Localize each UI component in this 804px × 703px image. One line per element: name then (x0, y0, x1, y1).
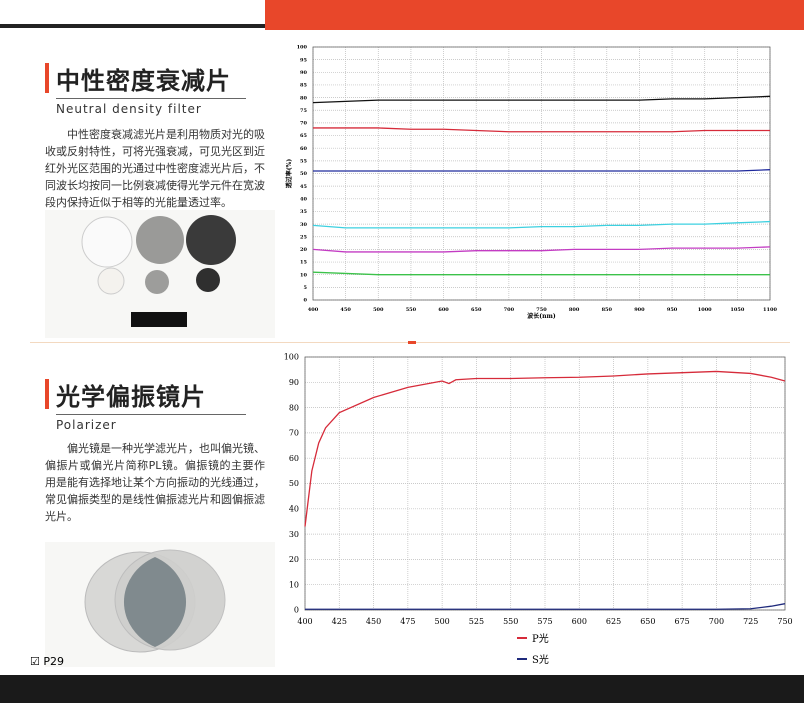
x-tick-label: 500 (435, 617, 450, 626)
x-tick-label: 1050 (730, 307, 744, 313)
y-tick-label: 25 (300, 234, 307, 240)
legend-label: P光 (532, 632, 549, 645)
series-line (312, 220, 771, 229)
y-tick-label: 95 (300, 57, 307, 63)
y-tick-label: 40 (289, 504, 299, 513)
y-tick-label: 80 (289, 403, 299, 412)
series-line (313, 127, 770, 133)
y-tick-label: 30 (300, 222, 307, 228)
x-tick-label: 400 (308, 307, 319, 313)
x-tick-label: 525 (469, 617, 484, 626)
plot-frame (304, 356, 786, 611)
top-line (0, 24, 265, 28)
bottom-band (0, 675, 804, 703)
accent (45, 379, 49, 409)
x-tick-label: 700 (709, 617, 724, 626)
x-tick-label: 425 (332, 617, 347, 626)
x-tick-label: 900 (634, 307, 645, 313)
series-line (312, 246, 771, 253)
series-line (312, 271, 770, 276)
filter-photo (45, 210, 275, 338)
y-tick-label: 5 (304, 285, 308, 291)
y-tick-label: 50 (289, 479, 299, 488)
x-tick-label: 600 (572, 617, 587, 626)
y-tick-label: 35 (300, 209, 307, 215)
x-tick-label: 400 (297, 617, 312, 626)
x-tick-label: 750 (536, 307, 547, 313)
x-tick-label: 950 (667, 307, 678, 313)
y-axis-label: 透过率(%) (285, 159, 293, 189)
y-tick-label: 20 (289, 555, 299, 564)
section-subtitle: Neutral density filter (56, 98, 246, 116)
x-tick-label: 575 (537, 617, 552, 626)
divider-mark (408, 341, 416, 344)
x-tick-label: 1000 (698, 307, 712, 313)
x-tick-label: 700 (504, 307, 515, 313)
x-tick-label: 850 (602, 307, 613, 313)
x-tick-label: 625 (606, 617, 621, 626)
x-tick-label: 450 (340, 307, 351, 313)
y-tick-label: 0 (294, 606, 299, 615)
x-tick-label: 1100 (763, 307, 777, 313)
y-tick-label: 55 (300, 159, 307, 165)
y-tick-label: 100 (297, 45, 308, 51)
x-tick-label: 675 (675, 617, 690, 626)
y-tick-label: 45 (300, 184, 307, 190)
page-number: ☑ P29 (30, 655, 64, 668)
section-title: 中性密度衰减片 (56, 67, 231, 95)
series-line (305, 603, 786, 610)
y-tick-label: 85 (300, 83, 307, 89)
y-tick-label: 70 (289, 429, 299, 438)
x-tick-label: 600 (438, 307, 449, 313)
y-tick-label: 75 (300, 108, 307, 114)
x-tick-label: 550 (406, 307, 417, 313)
y-tick-label: 10 (289, 580, 299, 589)
y-tick-label: 60 (289, 454, 299, 463)
polarizer-photo (45, 542, 275, 667)
y-tick-label: 60 (300, 146, 307, 152)
y-tick-label: 80 (300, 95, 307, 101)
section-subtitle: Polarizer (56, 414, 246, 432)
legend-label: S光 (532, 653, 549, 666)
section-title: 光学偏振镜片 (56, 383, 206, 411)
x-tick-label: 750 (777, 617, 792, 626)
y-tick-label: 65 (300, 133, 307, 139)
y-tick-label: 90 (289, 378, 299, 387)
top-band (265, 0, 804, 30)
y-tick-label: 20 (300, 247, 307, 253)
x-tick-label: 475 (400, 617, 415, 626)
x-tick-label: 450 (366, 617, 381, 626)
y-tick-label: 90 (300, 70, 307, 76)
y-tick-label: 100 (284, 353, 299, 362)
x-tick-label: 725 (743, 617, 758, 626)
x-axis-label: 波长(nm) (527, 312, 556, 320)
y-tick-label: 30 (289, 530, 299, 539)
y-tick-label: 15 (300, 260, 307, 266)
x-tick-label: 550 (503, 617, 518, 626)
series-line (313, 169, 771, 172)
y-tick-label: 40 (300, 196, 307, 202)
y-tick-label: 50 (300, 171, 307, 177)
paragraph: 中性密度衰减滤光片是利用物质对光的吸收或反射特性，可将光强衰减，可见光区到近红外… (45, 128, 265, 209)
x-tick-label: 800 (569, 307, 580, 313)
accent (45, 63, 49, 93)
series-line (312, 95, 771, 104)
x-tick-label: 650 (640, 617, 655, 626)
y-tick-label: 10 (300, 272, 307, 278)
paragraph: 偏光镜是一种光学滤光片，也叫偏光镜、偏振片或偏光片简称PL镜。偏振镜的主要作用是… (45, 442, 265, 523)
page-label: P29 (43, 655, 64, 668)
x-tick-label: 500 (373, 307, 384, 313)
series-line (304, 370, 786, 527)
y-tick-label: 0 (304, 298, 308, 304)
y-tick-label: 70 (300, 121, 307, 127)
x-tick-label: 650 (471, 307, 482, 313)
plot-frame (312, 46, 771, 301)
